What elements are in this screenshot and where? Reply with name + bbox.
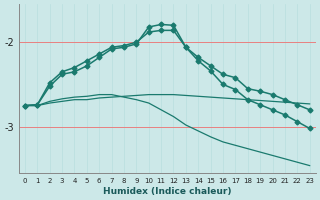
X-axis label: Humidex (Indice chaleur): Humidex (Indice chaleur) — [103, 187, 232, 196]
